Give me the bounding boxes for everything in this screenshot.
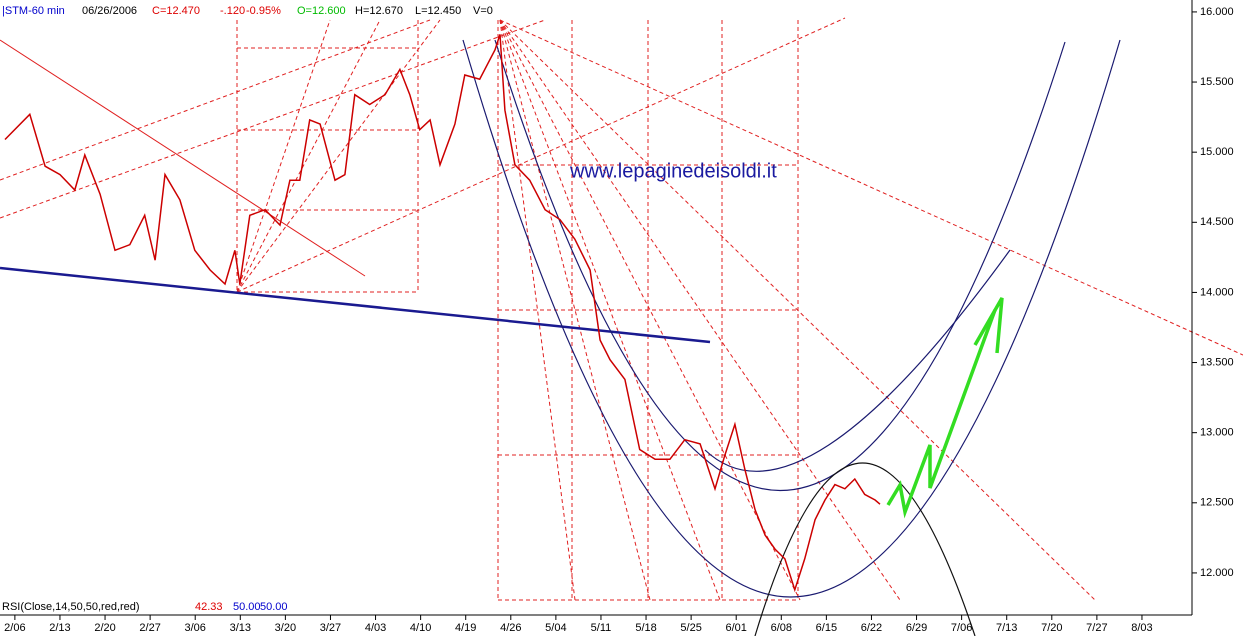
indicator-field: 42.33 [195, 601, 223, 613]
header-field: H=12.670 [355, 5, 403, 17]
x-tick-label: 6/29 [906, 622, 927, 634]
watermark: www.lepaginedeisoldi.it [569, 160, 777, 182]
x-tick-label: 4/03 [365, 622, 386, 634]
price-line [4, 34, 881, 593]
x-tick-label: 3/20 [275, 622, 296, 634]
x-tick-label: 4/26 [500, 622, 521, 634]
drawings [0, 17, 1243, 637]
y-tick-label: 16.000 [1200, 6, 1234, 18]
header-field: -0.95% [246, 5, 281, 17]
x-tick-label: 3/06 [184, 622, 205, 634]
symbol: |STM-60 min [2, 5, 65, 17]
y-tick-label: 14.000 [1200, 286, 1234, 298]
x-tick-label: 3/27 [320, 622, 341, 634]
x-tick-label: 7/27 [1086, 622, 1107, 634]
y-tick-label: 15.500 [1200, 76, 1234, 88]
x-tick-label: 2/20 [94, 622, 115, 634]
y-tick-label: 12.500 [1200, 497, 1234, 509]
x-tick-label: 3/13 [230, 622, 251, 634]
x-tick-label: 5/04 [545, 622, 566, 634]
y-tick-label: 14.500 [1200, 216, 1234, 228]
x-tick-label: 2/27 [139, 622, 160, 634]
x-tick-label: 7/13 [996, 622, 1017, 634]
x-tick-label: 2/06 [4, 622, 25, 634]
header: 06/26/2006 C=12.470 -.120 -0.95% O=12.600 H=1… [82, 5, 493, 17]
y-tick-label: 12.000 [1200, 567, 1234, 579]
header-field: L=12.450 [415, 5, 461, 17]
x-tick-label: 4/10 [410, 622, 431, 634]
x-tick-label: 8/03 [1131, 622, 1152, 634]
y-tick-label: 13.000 [1200, 427, 1234, 439]
x-tick-label: 7/20 [1041, 622, 1062, 634]
y-tick-label: 15.000 [1200, 146, 1234, 158]
x-tick-label: 6/15 [816, 622, 837, 634]
indicator: RSI(Close,14,50,50,red,red) 42.33 50.00 50.… [2, 601, 288, 613]
header-field: C=12.470 [152, 5, 200, 17]
header-field: O=12.600 [297, 5, 346, 17]
x-tick-label: 6/22 [861, 622, 882, 634]
x-tick-label: 7/06 [951, 622, 972, 634]
y-tick-label: 13.500 [1200, 356, 1234, 368]
x-tick-label: 5/18 [635, 622, 656, 634]
indicator-field: 50.00 [233, 601, 261, 613]
header-field: -.120 [220, 5, 245, 17]
x-tick-label: 6/08 [771, 622, 792, 634]
header-field: 06/26/2006 [82, 5, 137, 17]
x-tick-label: 5/25 [680, 622, 701, 634]
x-tick-label: 4/19 [455, 622, 476, 634]
x-tick-label: 6/01 [725, 622, 746, 634]
indicator-field: RSI(Close,14,50,50,red,red) [2, 601, 140, 613]
x-tick-label: 5/11 [591, 622, 612, 634]
header-field: V=0 [473, 5, 493, 17]
indicator-field: 50.00 [260, 601, 288, 613]
x-tick-label: 2/13 [49, 622, 70, 634]
